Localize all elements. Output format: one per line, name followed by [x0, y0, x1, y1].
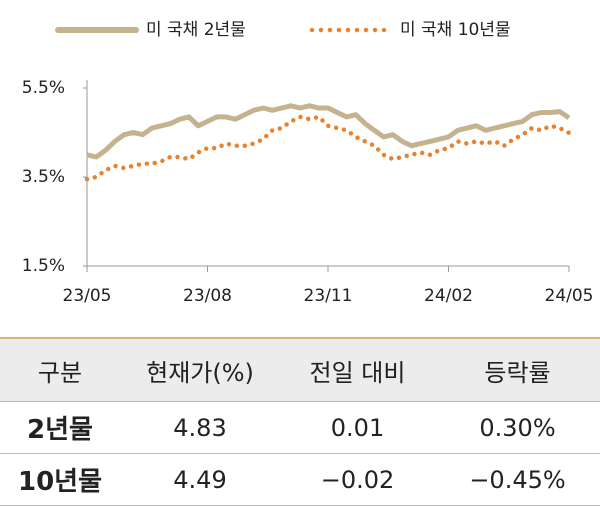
row: 10년물 4.49 −0.02 −0.45% [0, 453, 600, 506]
header-cell: 현재가(%) [120, 338, 280, 402]
cell: 0.01 [280, 401, 435, 454]
cell: 2년물 [0, 401, 120, 454]
cell: −0.45% [435, 453, 600, 506]
x-tick-label: 24/05 [545, 286, 594, 306]
row: 2년물 4.83 0.01 0.30% [0, 401, 600, 454]
header-cell: 구분 [0, 338, 120, 402]
y-tick-label: 5.5% [22, 78, 65, 98]
x-tick-label: 23/05 [63, 286, 112, 306]
y-tick-label: 3.5% [22, 167, 65, 187]
header-cell: 전일 대비 [280, 338, 435, 402]
x-tick-label: 24/02 [424, 286, 473, 306]
y-tick-label: 1.5% [22, 256, 65, 276]
quote-table: 구분 현재가(%) 전일 대비 등락률 2년물 4.83 0.01 0.30% … [0, 337, 600, 506]
legend-label: 미 국채 2년물 [146, 20, 246, 40]
x-tick-label: 23/08 [183, 286, 232, 306]
header-cell: 등락률 [435, 338, 600, 402]
header-row: 구분 현재가(%) 전일 대비 등락률 [0, 338, 600, 402]
series-line [86, 103, 571, 160]
series-line [84, 114, 572, 182]
cell: −0.02 [280, 453, 435, 506]
x-tick-label: 23/11 [304, 286, 353, 306]
cell: 0.30% [435, 401, 600, 454]
cell: 4.49 [120, 453, 280, 506]
cell: 4.83 [120, 401, 280, 454]
chart: 1.5% 3.5% 5.5% 23/05 23/08 23/11 24/02 24/05 미 국… [22, 20, 594, 306]
legend-label: 미 국채 10년물 [400, 20, 511, 40]
cell: 10년물 [0, 453, 120, 506]
